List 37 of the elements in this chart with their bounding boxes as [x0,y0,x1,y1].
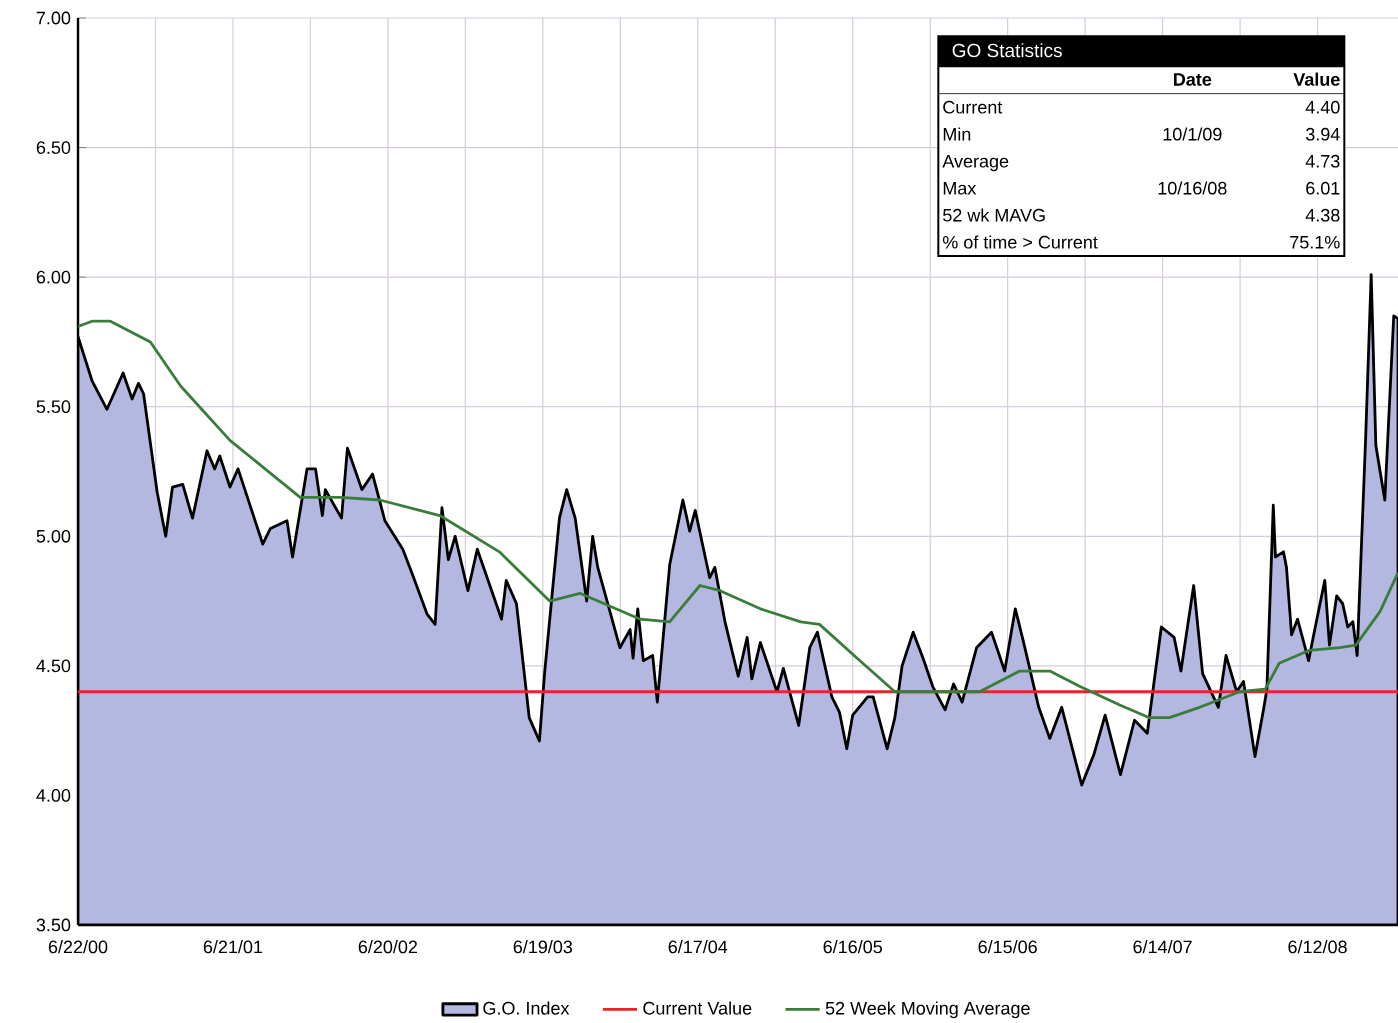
annotation: 4.73 [1305,154,1340,168]
annotation: Average [942,155,1009,172]
y-tick-label: 6.00 [36,270,71,284]
annotation: Max [943,182,977,195]
annotation: 6.01 [1306,181,1340,195]
annotation: 4.38 [1305,208,1340,222]
x-tick-label: 6/22/00 [48,940,108,954]
x-tick-label: 6/19/03 [513,940,573,954]
annotation: 10/1/09 [1163,127,1222,141]
y-tick-label: 5.50 [36,400,71,414]
x-tick-label: 6/15/06 [978,940,1037,954]
y-tick-label: 5.00 [36,529,71,543]
y-tick-label: 4.00 [36,789,71,802]
x-tick-label: 6/16/05 [823,940,882,954]
y-tick-label: 7.00 [36,11,71,25]
x-tick-label: 6/14/07 [1133,940,1192,954]
annotation: 10/16/08 [1158,181,1227,195]
x-tick-label: 6/17/04 [668,940,728,954]
annotation: Value [1293,72,1340,86]
legend-label: G.O. Index [483,1001,570,1015]
annotation: Date [1174,73,1212,86]
annotation: 52 wk MAVG [943,208,1045,222]
annotation: 3.94 [1305,127,1340,141]
annotation: % of time > Current [942,235,1098,249]
x-tick-label: 6/12/08 [1288,940,1347,954]
annotation: 4.40 [1305,100,1340,114]
annotation: Min [943,127,971,141]
legend-label: Current Value [643,1001,752,1015]
x-tick-label: 6/21/01 [203,940,263,954]
y-tick-label: 3.50 [36,918,71,932]
legend-label: 52 Week Moving Average [825,1001,1030,1019]
annotation: Current [943,100,1003,114]
y-tick-label: 4.50 [36,659,71,673]
y-tick-label: 6.50 [36,141,71,154]
x-tick-label: 6/20/02 [358,940,417,954]
annotation: 75.1% [1290,235,1340,249]
annotation: GO Statistics [952,43,1062,58]
